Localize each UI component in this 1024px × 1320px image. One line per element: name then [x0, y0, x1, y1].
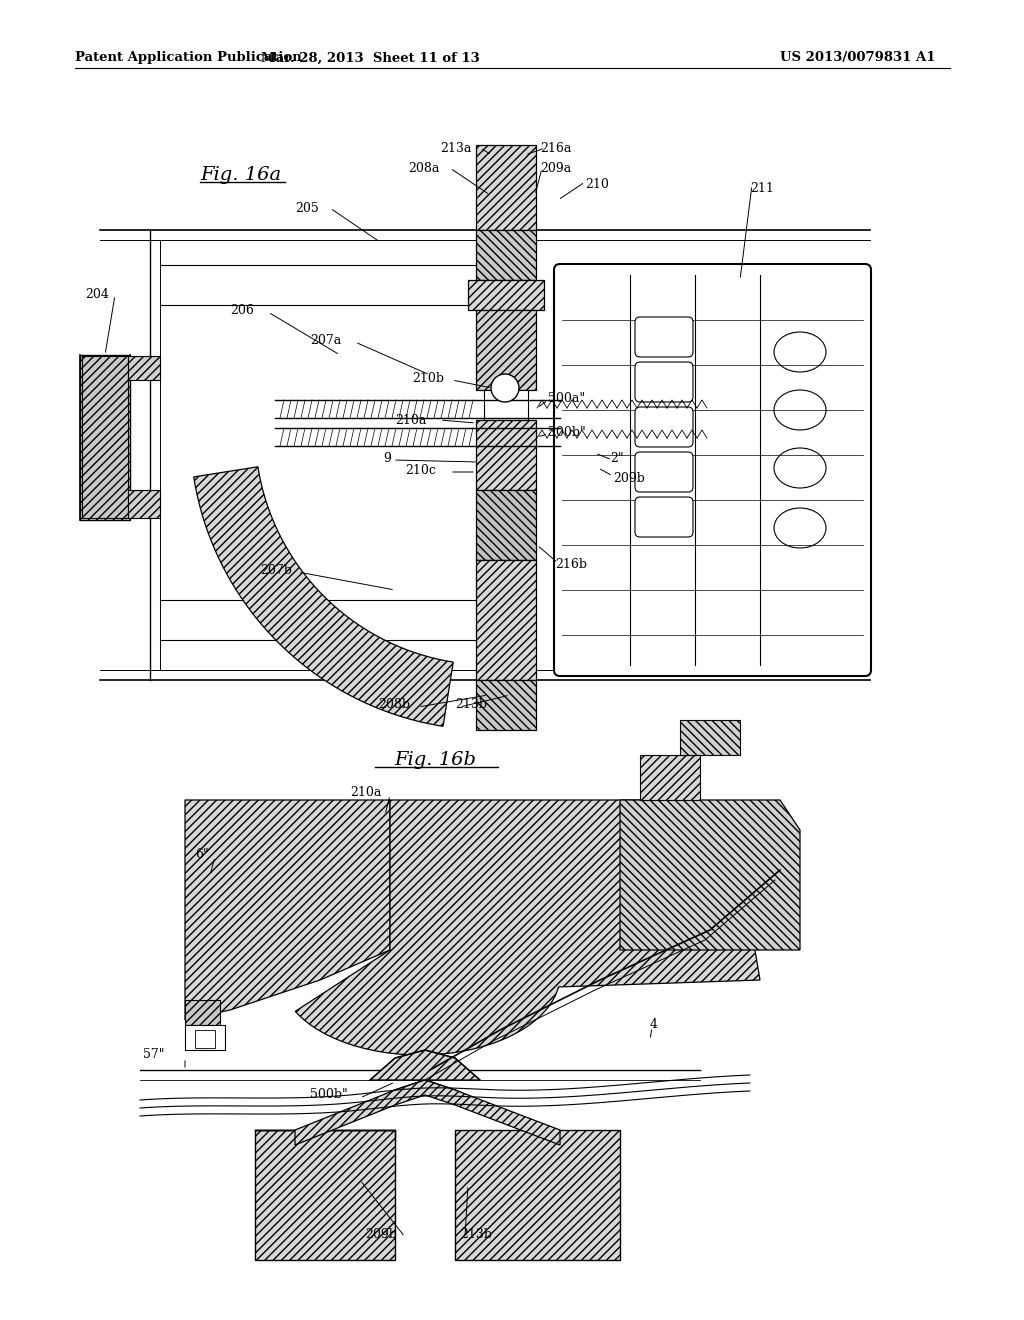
Polygon shape [80, 355, 130, 520]
Polygon shape [620, 800, 800, 950]
Text: 210b: 210b [412, 371, 444, 384]
FancyBboxPatch shape [635, 362, 693, 403]
Text: 4: 4 [650, 1019, 658, 1031]
Text: Mar. 28, 2013  Sheet 11 of 13: Mar. 28, 2013 Sheet 11 of 13 [261, 51, 479, 65]
Text: 216a: 216a [540, 141, 571, 154]
Polygon shape [680, 719, 740, 755]
Polygon shape [476, 145, 536, 230]
Polygon shape [128, 490, 160, 517]
Polygon shape [295, 1080, 560, 1144]
Text: 500b": 500b" [548, 425, 586, 438]
Polygon shape [128, 356, 160, 380]
Text: 211: 211 [750, 181, 774, 194]
Text: 213a: 213a [440, 141, 471, 154]
Text: 207a: 207a [310, 334, 341, 346]
Polygon shape [640, 755, 700, 800]
Text: 6": 6" [195, 849, 209, 862]
Text: 213b: 213b [460, 1229, 492, 1242]
Polygon shape [185, 1026, 225, 1049]
Text: 208b: 208b [378, 698, 410, 711]
Text: 209a: 209a [540, 161, 571, 174]
Polygon shape [468, 280, 544, 310]
Text: 204: 204 [85, 289, 109, 301]
Text: 209b: 209b [365, 1229, 397, 1242]
Polygon shape [476, 680, 536, 730]
Text: Fig. 16a: Fig. 16a [200, 166, 282, 183]
Text: US 2013/0079831 A1: US 2013/0079831 A1 [780, 51, 936, 65]
Text: 210a: 210a [350, 787, 381, 800]
FancyBboxPatch shape [554, 264, 871, 676]
Circle shape [490, 374, 519, 403]
FancyBboxPatch shape [635, 498, 693, 537]
Text: 213b: 213b [455, 698, 487, 711]
Text: 2": 2" [610, 451, 624, 465]
Text: 9: 9 [383, 451, 391, 465]
Text: 57": 57" [143, 1048, 165, 1061]
Text: 205: 205 [295, 202, 318, 214]
Polygon shape [255, 1130, 395, 1261]
Polygon shape [476, 230, 536, 280]
Polygon shape [476, 310, 536, 389]
Text: 210: 210 [585, 178, 609, 191]
Polygon shape [195, 1030, 215, 1048]
Polygon shape [476, 490, 536, 560]
Polygon shape [476, 560, 536, 680]
FancyBboxPatch shape [635, 407, 693, 447]
Text: 216b: 216b [555, 558, 587, 572]
Polygon shape [476, 420, 536, 490]
Polygon shape [455, 1130, 620, 1261]
Text: 208a: 208a [408, 161, 439, 174]
Polygon shape [370, 1049, 480, 1080]
Text: 207b: 207b [260, 564, 292, 577]
Text: Patent Application Publication: Patent Application Publication [75, 51, 302, 65]
Polygon shape [194, 467, 454, 726]
Text: 206: 206 [230, 304, 254, 317]
Text: 500b": 500b" [310, 1089, 348, 1101]
FancyBboxPatch shape [635, 451, 693, 492]
Text: 209b: 209b [613, 471, 645, 484]
Polygon shape [185, 800, 390, 1020]
Polygon shape [484, 389, 528, 420]
Polygon shape [82, 356, 128, 517]
Text: 210a: 210a [395, 413, 426, 426]
Polygon shape [185, 1001, 220, 1026]
Text: 210c: 210c [406, 463, 436, 477]
Text: 500a": 500a" [548, 392, 585, 404]
Text: Fig. 16b: Fig. 16b [394, 751, 476, 770]
Polygon shape [295, 800, 760, 1055]
FancyBboxPatch shape [635, 317, 693, 356]
